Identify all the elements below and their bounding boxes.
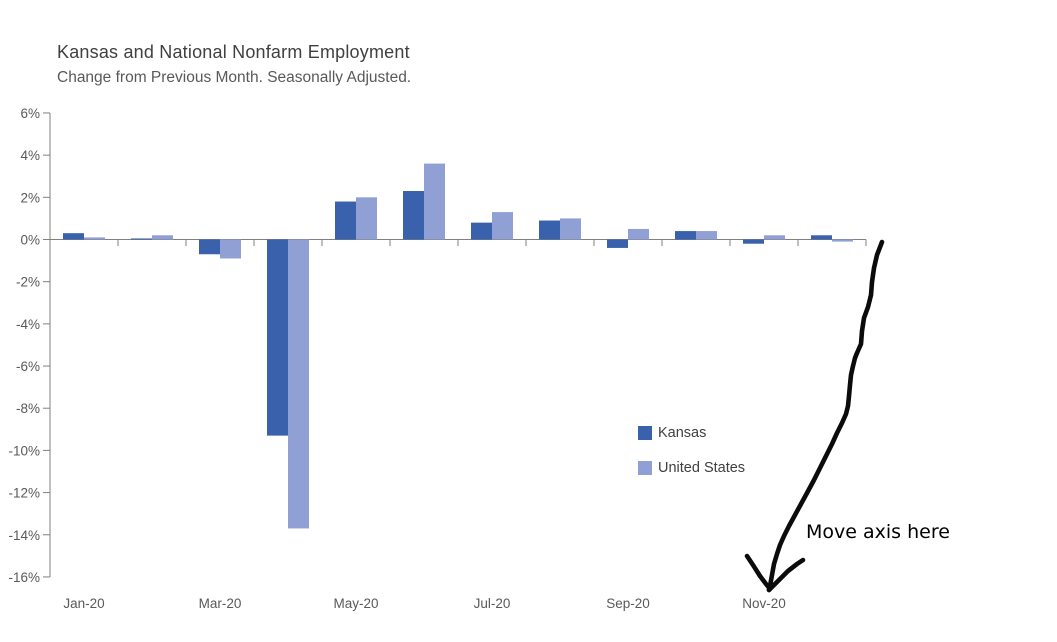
y-axis-label: 4%	[20, 148, 40, 163]
y-axis-label: -6%	[16, 359, 40, 374]
chart-subtitle: Change from Previous Month. Seasonally A…	[57, 69, 412, 86]
bar-united-states-Jul-20	[492, 212, 513, 240]
x-axis-label-sep-20: Sep-20	[606, 596, 650, 611]
y-axis-label: -2%	[16, 275, 40, 290]
y-axis-label: -14%	[8, 528, 40, 543]
bar-kansas-Jan-20	[63, 233, 84, 240]
legend-label-kansas: Kansas	[658, 425, 707, 441]
bar-united-states-Nov-20	[764, 235, 785, 240]
bar-united-states-May-20	[356, 197, 377, 240]
y-axis-label: -4%	[16, 317, 40, 332]
legend-item-united-states: United States	[638, 460, 745, 476]
legend-label-united-states: United States	[658, 460, 746, 476]
y-axis-label: -12%	[8, 486, 40, 501]
bar-kansas-Nov-20	[743, 239, 764, 244]
x-axis-label-jan-20: Jan-20	[63, 596, 104, 611]
x-axis-label-nov-20: Nov-20	[742, 596, 786, 611]
bar-kansas-Jun-20	[403, 190, 424, 240]
bar-united-states-Feb-20	[152, 235, 173, 240]
chart-title: Kansas and National Nonfarm Employment	[57, 42, 410, 62]
bar-united-states-Mar-20	[220, 239, 241, 259]
y-axis-label: 6%	[20, 106, 40, 121]
bar-united-states-Jun-20	[424, 163, 445, 240]
united-states-swatch	[638, 461, 652, 475]
y-axis-label: 0%	[20, 233, 40, 248]
y-axis-label: -10%	[8, 443, 40, 458]
bar-kansas-Dec-20	[811, 235, 832, 240]
x-axis-label-jul-20: Jul-20	[474, 596, 511, 611]
y-axis-label: -8%	[16, 401, 40, 416]
bar-kansas-Apr-20	[267, 239, 288, 436]
x-axis-label-may-20: May-20	[333, 596, 378, 611]
bar-united-states-Oct-20	[696, 231, 717, 240]
annotation-text: Move axis here	[806, 521, 950, 543]
bar-kansas-Feb-20	[131, 238, 152, 240]
bar-united-states-Dec-20	[832, 239, 853, 242]
bar-kansas-Aug-20	[539, 220, 560, 240]
bar-kansas-Sep-20	[607, 239, 628, 248]
bar-united-states-Apr-20	[288, 239, 309, 529]
legend-item-kansas: Kansas	[638, 425, 745, 441]
bar-kansas-Jul-20	[471, 222, 492, 240]
y-axis-label: 2%	[20, 190, 40, 205]
bar-kansas-May-20	[335, 201, 356, 240]
y-axis-label: -16%	[8, 570, 40, 585]
bar-kansas-Oct-20	[675, 231, 696, 240]
bar-united-states-Sep-20	[628, 228, 649, 240]
bar-kansas-Mar-20	[199, 239, 220, 255]
kansas-swatch	[638, 426, 652, 440]
x-axis-label-mar-20: Mar-20	[199, 596, 242, 611]
bar-united-states-Aug-20	[560, 218, 581, 240]
bar-united-states-Jan-20	[84, 237, 105, 240]
chart-legend: Kansas United States	[638, 425, 745, 495]
